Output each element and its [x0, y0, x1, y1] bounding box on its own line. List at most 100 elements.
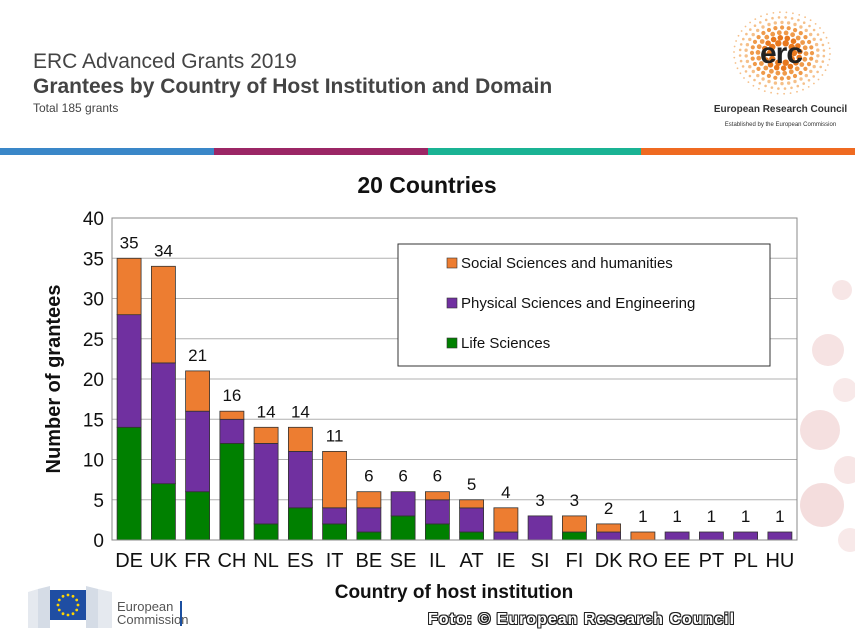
bar-segment [459, 507, 485, 533]
stripe-magenta [214, 148, 428, 155]
bar-total-label: 34 [154, 241, 173, 260]
x-tick-label: UK [150, 550, 178, 572]
x-tick-label: RO [628, 550, 658, 572]
legend-box [397, 243, 771, 367]
bar-segment [390, 491, 416, 517]
legend-label: Life Sciences [461, 335, 550, 352]
bar-total-label: 1 [638, 507, 647, 526]
bar-segment [253, 442, 279, 525]
bar-segment [527, 515, 553, 541]
bar-segment [493, 507, 519, 533]
x-tick-label: IE [496, 550, 515, 572]
bar-segment [356, 531, 382, 541]
bar-total-label: 1 [672, 507, 681, 526]
bar-segment [459, 531, 485, 541]
bar-segment [253, 426, 279, 444]
x-tick-label: DE [115, 550, 143, 572]
legend-swatch [446, 297, 458, 309]
bar-total-label: 11 [326, 426, 344, 445]
bar-segment [459, 499, 485, 509]
bar-total-label: 6 [398, 467, 407, 486]
x-tick-label: AT [460, 550, 484, 572]
legend-label: Social Sciences and humanities [461, 255, 673, 272]
x-tick-label: NL [253, 550, 279, 572]
bar-segment [185, 370, 211, 412]
bar-total-label: 14 [291, 402, 310, 421]
bar-segment [287, 450, 313, 509]
bar-segment [733, 531, 758, 541]
bar-total-label: 4 [501, 483, 510, 502]
bar-segment [116, 314, 142, 428]
y-tick-label: 5 [93, 491, 104, 512]
bar-segment [322, 450, 348, 509]
bar-total-label: 1 [775, 507, 784, 526]
x-tick-label: SI [531, 550, 550, 572]
bar-segment [424, 491, 450, 501]
stripe-orange [641, 148, 855, 155]
photo-credit: Foto: © European Research Council [428, 611, 736, 628]
legend-swatch [446, 257, 458, 269]
erc-logo-mark: erc [760, 37, 803, 70]
x-tick-label: BE [356, 550, 383, 572]
bar-segment [562, 531, 587, 541]
y-tick-label: 15 [83, 410, 104, 431]
stripe-teal [428, 148, 641, 155]
bar-segment [253, 523, 279, 541]
bar-segment [493, 531, 519, 541]
bar-total-label: 3 [570, 491, 579, 510]
x-tick-label: CH [217, 550, 246, 572]
bar-segment [116, 426, 142, 541]
x-tick-label: IT [326, 550, 344, 572]
bar-segment [562, 515, 587, 533]
ec-flag-icon [28, 586, 112, 628]
plot-frame [111, 217, 798, 541]
bar-segment [699, 531, 724, 541]
x-tick-label: EE [664, 550, 691, 572]
bar-segment [287, 426, 313, 452]
bar-segment [185, 410, 211, 493]
x-tick-label: ES [287, 550, 314, 572]
bar-segment [664, 531, 690, 541]
bar-total-label: 21 [188, 346, 207, 365]
bar-total-label: 6 [364, 467, 373, 486]
bar-segment [219, 442, 245, 541]
bar-segment [767, 531, 793, 541]
y-axis-label: Number of grantees [43, 285, 65, 474]
stripe-blue [0, 148, 214, 155]
y-tick-label: 20 [83, 370, 104, 391]
legend-swatch [446, 337, 458, 349]
bar-total-label: 16 [222, 386, 241, 405]
bar-total-label: 14 [257, 402, 276, 421]
chart-title: 20 Countries [357, 172, 496, 198]
bar-segment [116, 257, 142, 316]
x-tick-label: IL [429, 550, 446, 572]
erc-logo-icon [733, 11, 831, 95]
x-tick-label: HU [765, 550, 794, 572]
bar-segment [287, 507, 313, 541]
bar-segment [630, 531, 656, 541]
x-tick-label: FR [184, 550, 211, 572]
bar-segment [150, 483, 176, 541]
bar-total-label: 35 [120, 233, 139, 252]
ec-divider [180, 601, 182, 626]
x-tick-label: DK [595, 550, 623, 572]
erc-logo-name: European Research Council [713, 104, 848, 115]
bar-total-label: 3 [535, 491, 544, 510]
bar-segment [322, 507, 348, 525]
bar-segment [424, 523, 450, 541]
bar-total-label: 5 [467, 475, 476, 494]
bar-segment [596, 523, 621, 533]
x-tick-label: FI [566, 550, 584, 572]
x-tick-label: PL [733, 550, 757, 572]
bar-segment [322, 523, 348, 541]
bar-total-label: 2 [604, 499, 613, 518]
header-subtitle: Grantees by Country of Host Institution … [33, 75, 553, 98]
bar-segment [219, 418, 245, 444]
bar-segment [424, 499, 450, 525]
legend: Social Sciences and humanities Physical S… [397, 243, 771, 367]
y-tick-label: 40 [83, 209, 104, 230]
bar-total-label: 1 [741, 507, 750, 526]
header-title: ERC Advanced Grants 2019 [33, 50, 297, 73]
